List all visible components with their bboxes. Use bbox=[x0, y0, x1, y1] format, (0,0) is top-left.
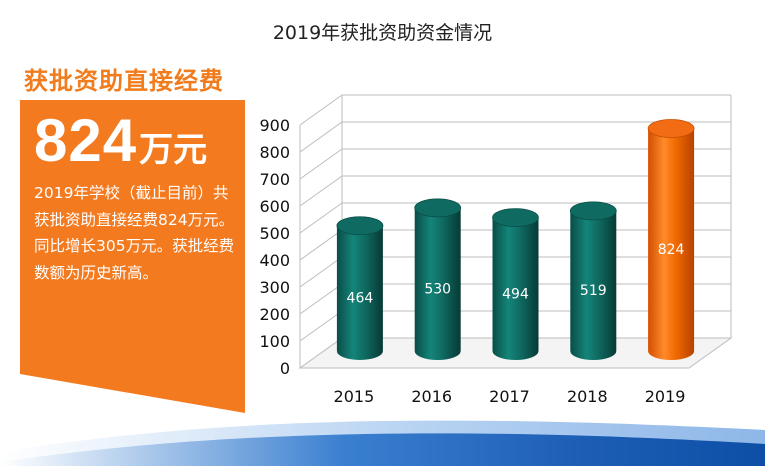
y-tick-label: 300 bbox=[259, 278, 290, 297]
summary-value-number: 824 bbox=[34, 107, 138, 174]
summary-panel-background bbox=[20, 100, 245, 413]
y-tick-label: 500 bbox=[259, 224, 290, 243]
bar-2017 bbox=[492, 217, 539, 360]
gridline-depth bbox=[299, 202, 343, 234]
y-tick-label: 700 bbox=[259, 170, 290, 189]
data-label-2018: 519 bbox=[580, 283, 607, 299]
bar-2015 bbox=[336, 225, 383, 360]
gridline-depth bbox=[299, 121, 343, 153]
y-tick-label: 800 bbox=[259, 143, 290, 162]
data-label-2016: 530 bbox=[424, 281, 451, 297]
gridline-depth bbox=[299, 94, 343, 126]
x-tick-label-2018: 2018 bbox=[567, 387, 608, 406]
bar-cap-2017 bbox=[492, 208, 539, 228]
bar-2016 bbox=[414, 207, 461, 360]
bar-2019 bbox=[648, 128, 695, 360]
data-label-2015: 464 bbox=[347, 290, 374, 306]
data-label-2019: 824 bbox=[658, 242, 685, 258]
gridline-depth bbox=[299, 310, 343, 342]
gridline-depth bbox=[299, 148, 343, 180]
x-tick-label-2015: 2015 bbox=[334, 387, 375, 406]
bar-2018 bbox=[570, 210, 617, 360]
gridline-depth bbox=[299, 175, 343, 207]
bar-cap-2019 bbox=[647, 119, 695, 138]
bar-cap-2016 bbox=[414, 198, 462, 218]
gridline-depth bbox=[299, 283, 343, 315]
gridline-depth bbox=[299, 229, 343, 261]
summary-description: 2019年学校（截止目前）共获批资助直接经费824万元。同比增长305万元。获批… bbox=[34, 184, 235, 282]
y-tick-label: 0 bbox=[280, 359, 290, 378]
bar-cap-2018 bbox=[569, 201, 617, 221]
x-tick-label-2016: 2016 bbox=[411, 387, 452, 406]
y-tick-label: 400 bbox=[259, 251, 290, 270]
gridline-depth bbox=[299, 256, 343, 288]
page-title: 2019年获批资助资金情况 bbox=[272, 22, 493, 44]
y-tick-label: 100 bbox=[259, 332, 290, 351]
section-title: 获批资助直接经费 bbox=[24, 67, 224, 95]
data-label-2017: 494 bbox=[502, 286, 529, 302]
summary-value-unit: 万元 bbox=[139, 130, 208, 170]
y-tick-label: 200 bbox=[259, 305, 290, 324]
bar-cap-2015 bbox=[336, 216, 384, 236]
footer-wave-decoration bbox=[0, 420, 765, 466]
x-tick-label-2017: 2017 bbox=[489, 387, 530, 406]
y-tick-label: 900 bbox=[259, 116, 290, 135]
y-tick-label: 600 bbox=[259, 197, 290, 216]
x-tick-label-2019: 2019 bbox=[645, 387, 686, 406]
summary-value: 824万元 bbox=[34, 106, 207, 175]
